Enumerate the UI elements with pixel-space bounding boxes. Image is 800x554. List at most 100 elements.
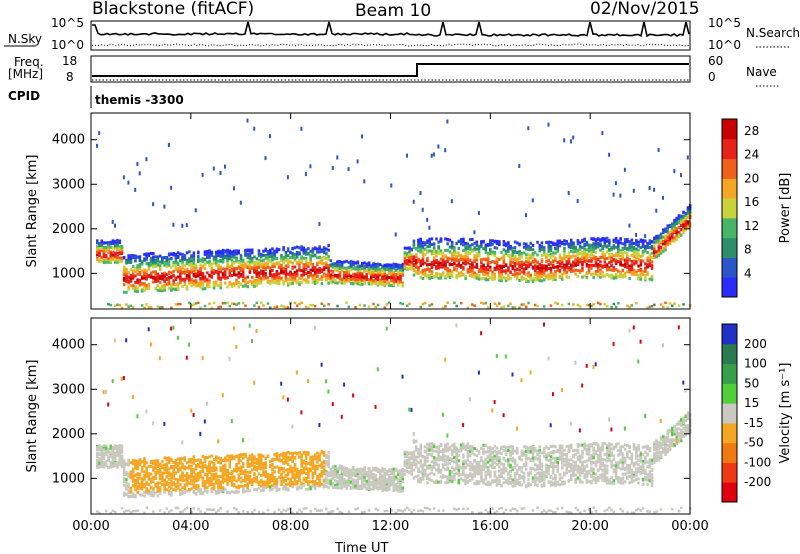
heatmap-cell [608,266,611,269]
heatmap-cell [325,256,328,260]
heatmap-cell [473,254,476,258]
heatmap-cell [668,223,672,227]
heatmap-cell [590,253,593,257]
heatmap-cell [136,264,139,268]
heatmap-cell [170,458,173,462]
heatmap-cell [635,250,638,254]
heatmap-cell [275,272,279,276]
heatmap-cell [185,506,189,510]
heatmap-cell [502,259,506,263]
heatmap-cell [421,277,425,280]
heatmap-cell [441,259,445,263]
heatmap-cell [233,282,236,286]
heatmap-cell [266,255,270,259]
heatmap-cell [134,466,137,470]
heatmap-cell [448,268,452,272]
heatmap-cell [172,222,175,227]
heatmap-cell [190,284,193,288]
heatmap-cell [156,471,160,475]
heatmap-cell [190,255,193,259]
heatmap-cell [199,283,202,287]
heatmap-cell [655,240,658,244]
heatmap-cell [122,468,126,472]
heatmap-cell [289,278,292,282]
heatmap-cell [219,489,222,493]
heatmap-cell [224,256,227,260]
heatmap-cell [462,258,465,261]
heatmap-cell [435,259,438,263]
heatmap-cell [203,263,207,266]
heatmap-cell [567,242,571,246]
heatmap-cell [406,259,409,263]
heatmap-cell [230,264,234,268]
heatmap-cell [304,305,308,309]
heatmap-cell [201,356,204,361]
heatmap-cell [671,233,674,237]
heatmap-cell [219,283,222,287]
heatmap-cell [192,477,196,481]
heatmap-cell [363,179,366,184]
heatmap-cell [635,247,638,251]
heatmap-cell [500,279,503,283]
heatmap-cell [291,276,294,280]
heatmap-cell [349,277,353,281]
heatmap-cell [619,258,622,261]
heatmap-cell [334,262,337,266]
heatmap-cell [493,260,497,264]
heatmap-cell [637,268,640,272]
heatmap-cell [327,263,330,267]
heatmap-cell [163,283,166,287]
heatmap-cell [419,238,422,242]
heatmap-cell [331,277,335,281]
heatmap-cell [192,266,196,269]
heatmap-cell [376,282,380,286]
heatmap-cell [590,251,593,255]
heatmap-cell [572,303,575,306]
heatmap-cell [313,247,317,251]
heatmap-cell [554,258,557,262]
heatmap-cell [419,305,422,309]
heatmap-cell [623,246,627,250]
heatmap-cell [334,273,337,277]
heatmap-cell [298,259,301,263]
heatmap-cell [509,261,512,265]
heatmap-cell [316,274,319,278]
heatmap-cell [648,305,652,308]
heatmap-cell [122,376,125,380]
heatmap-cell [147,262,151,266]
heatmap-cell [572,244,575,248]
heatmap-cell [233,186,235,191]
heatmap-cell [224,487,227,491]
heatmap-cell [432,152,435,157]
heatmap-cell [677,226,681,229]
heatmap-cell [626,255,629,258]
heatmap-cell [125,261,128,265]
heatmap-cell [558,275,562,279]
heatmap-cell [587,303,591,307]
heatmap-cell [248,268,252,272]
heatmap-cell [435,261,438,265]
heatmap-cell [394,272,398,276]
heatmap-cell [291,266,294,270]
heatmap-cell [410,260,413,264]
heatmap-cell [246,118,249,123]
heatmap-cell [430,252,434,256]
heatmap-cell [185,259,189,262]
heatmap-cell [331,265,335,269]
heatmap-cell [120,246,124,250]
heatmap-cell [176,464,180,468]
heatmap-cell [450,240,454,244]
heatmap-cell [547,240,550,244]
heatmap-cell [644,262,647,266]
heatmap-cell [563,268,566,271]
heatmap-cell [417,271,420,275]
heatmap-cell [280,256,283,260]
heatmap-cell [255,257,258,261]
heatmap-cell [194,272,198,276]
heatmap-cell [475,258,479,262]
heatmap-cell [576,253,580,257]
heatmap-cell [147,264,151,268]
heatmap-cell [554,301,557,305]
heatmap-cell [309,273,312,277]
